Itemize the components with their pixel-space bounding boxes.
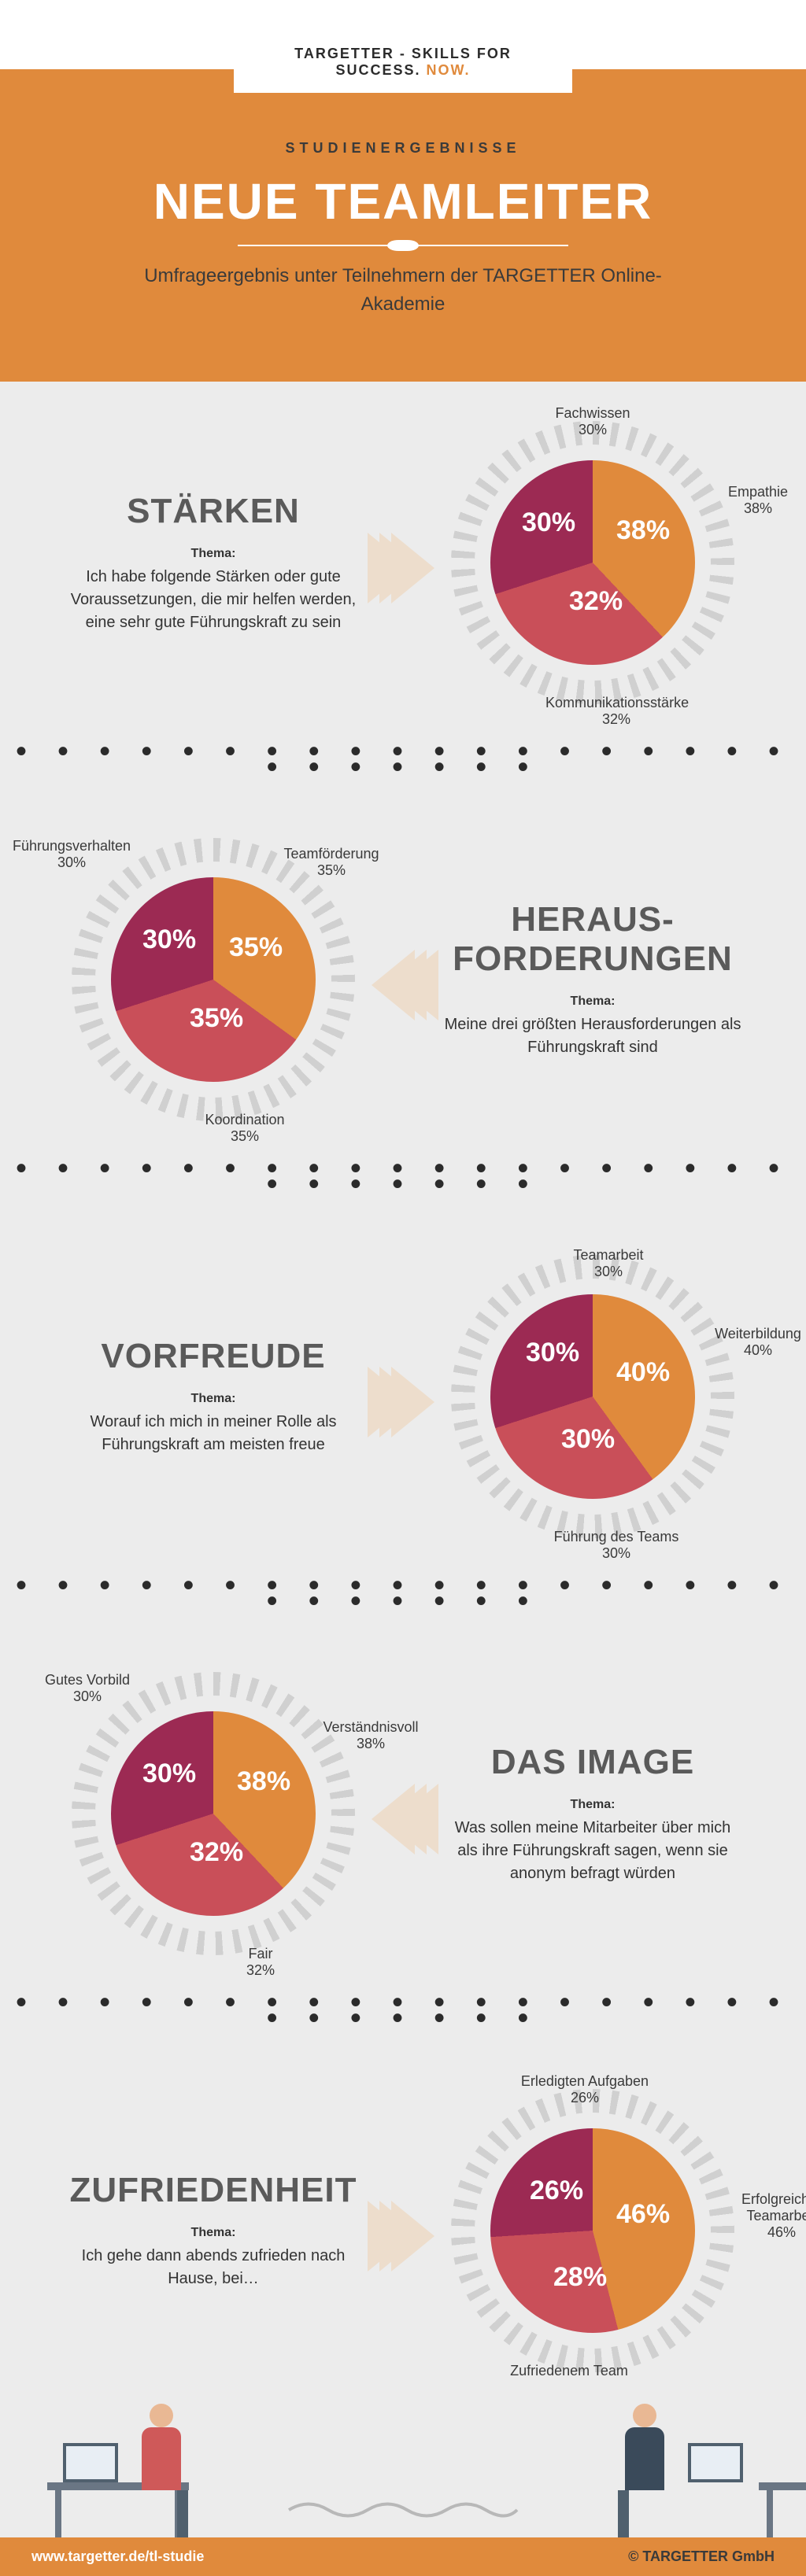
slice-label: Erfolgreicher Teamarbeit46% bbox=[711, 2191, 806, 2241]
slice-label: Teamarbeit30% bbox=[538, 1247, 679, 1280]
slice-label: Weiterbildung40% bbox=[687, 1326, 806, 1359]
dots-separator: • • • • • • • • • • • • • • • • • • • • … bbox=[0, 1987, 806, 2050]
pie-slices bbox=[490, 460, 695, 665]
section-text: STÄRKEN Thema: Ich habe folgende Stärken o… bbox=[31, 492, 395, 634]
hero-title: NEUE TEAMLEITER bbox=[31, 172, 775, 231]
slice-pct: 28% bbox=[553, 2262, 607, 2293]
section-title: VORFREUDE bbox=[31, 1337, 395, 1376]
hero-overline: STUDIENERGEBNISSE bbox=[31, 140, 775, 157]
slice-pct: 40% bbox=[616, 1357, 670, 1388]
section-s2: Teamförderung35% 35% Koordination35% 35% Füh… bbox=[0, 799, 806, 1153]
slice-label: Empathie38% bbox=[687, 484, 806, 517]
section-title: ZUFRIEDENHEIT bbox=[31, 2171, 395, 2210]
slice-pct: 30% bbox=[522, 507, 575, 538]
squiggle-icon bbox=[285, 2498, 521, 2522]
slice-pct: 35% bbox=[190, 1003, 243, 1034]
chevron-decoration bbox=[387, 1784, 423, 1858]
section-text: DAS IMAGE Thema: Was sollen meine Mitarbei… bbox=[411, 1743, 775, 1885]
hero-subtitle: Umfrageergebnis unter Teilnehmern der TA… bbox=[128, 262, 678, 319]
thema-text: Ich habe folgende Stärken oder gute Vora… bbox=[64, 566, 363, 634]
section-title: DAS IMAGE bbox=[411, 1743, 775, 1782]
section-s1: STÄRKEN Thema: Ich habe folgende Stärken o… bbox=[0, 382, 806, 736]
pie-slices bbox=[490, 2128, 695, 2333]
slice-pct: 30% bbox=[142, 1759, 196, 1789]
brand-tagline-now: NOW. bbox=[427, 62, 471, 78]
footer-copyright: © TARGETTER GmbH bbox=[628, 2548, 775, 2565]
dots-separator: • • • • • • • • • • • • • • • • • • • • … bbox=[0, 1153, 806, 1216]
slice-label: Fair32% bbox=[190, 1946, 331, 1979]
slice-label: Führung des Teams30% bbox=[545, 1529, 687, 1562]
dots-separator: • • • • • • • • • • • • • • • • • • • • … bbox=[0, 736, 806, 799]
brand-banner: TARGETTER - SKILLS FOR SUCCESS. NOW. bbox=[234, 31, 572, 93]
slice-label: Gutes Vorbild30% bbox=[17, 1672, 158, 1705]
thema-label: Thema: bbox=[31, 1392, 395, 1406]
pie-chart: Empathie38%38%Kommunikationsstärke32%32%… bbox=[411, 421, 775, 704]
thema-label: Thema: bbox=[411, 1798, 775, 1812]
slice-label: Erledigten Aufgaben26% bbox=[514, 2073, 656, 2106]
section-s3: VORFREUDE Thema: Worauf ich mich in meiner… bbox=[0, 1216, 806, 1570]
slice-pct: 35% bbox=[229, 932, 283, 963]
section-title: HERAUS-FORDERUNGEN bbox=[411, 900, 775, 979]
footer-illustration bbox=[0, 2380, 806, 2537]
slice-label: Koordination35% bbox=[174, 1112, 316, 1145]
pie-slices bbox=[490, 1294, 695, 1499]
section-s4: Verständnisvoll38%38%Fair32%32%Gutes Vor… bbox=[0, 1633, 806, 1987]
pie-slices bbox=[111, 877, 316, 1082]
thema-text: Ich gehe dann abends zufrieden nach Haus… bbox=[64, 2245, 363, 2290]
footer-url: www.targetter.de/tl-studie bbox=[31, 2548, 204, 2565]
slice-pct: 38% bbox=[616, 515, 670, 546]
section-s5: ZUFRIEDENHEIT Thema: Ich gehe dann abends … bbox=[0, 2050, 806, 2380]
pie-slices bbox=[111, 1711, 316, 1916]
thema-text: Meine drei größten Herausforderungen als… bbox=[443, 1013, 742, 1059]
dots-separator: • • • • • • • • • • • • • • • • • • • • … bbox=[0, 1570, 806, 1633]
slice-pct: 32% bbox=[190, 1837, 243, 1868]
pie-chart: Weiterbildung40%40%Führung des Teams30%3… bbox=[411, 1255, 775, 1538]
section-text: ZUFRIEDENHEIT Thema: Ich gehe dann abends … bbox=[31, 2171, 395, 2290]
section-text: VORFREUDE Thema: Worauf ich mich in meiner… bbox=[31, 1337, 395, 1456]
section-text: HERAUS-FORDERUNGEN Thema: Meine drei größt… bbox=[411, 900, 775, 1059]
brand-name: TARGETTER bbox=[294, 46, 394, 61]
hero: STUDIENERGEBNISSE NEUE TEAMLEITER Umfrag… bbox=[0, 69, 806, 382]
pie-chart: Erfolgreicher Teamarbeit46%46%Zufriedene… bbox=[411, 2089, 775, 2372]
slice-pct: 46% bbox=[616, 2199, 670, 2230]
pie-chart: Teamförderung35%35%Koordination35%35%Füh… bbox=[31, 838, 395, 1121]
slice-pct: 26% bbox=[530, 2176, 583, 2206]
slice-label: Fachwissen30% bbox=[522, 405, 664, 438]
brand-line: TARGETTER - SKILLS FOR SUCCESS. NOW. bbox=[294, 46, 512, 78]
slice-pct: 30% bbox=[526, 1338, 579, 1368]
thema-label: Thema: bbox=[31, 2226, 395, 2240]
pie-chart: Verständnisvoll38%38%Fair32%32%Gutes Vor… bbox=[31, 1672, 395, 1955]
thema-label: Thema: bbox=[31, 547, 395, 561]
thema-text: Worauf ich mich in meiner Rolle als Führ… bbox=[64, 1411, 363, 1456]
thema-label: Thema: bbox=[411, 995, 775, 1009]
slice-pct: 38% bbox=[237, 1766, 290, 1797]
slice-pct: 30% bbox=[142, 924, 196, 955]
slice-label: Führungsverhalten30% bbox=[1, 838, 142, 871]
slice-label: Teamförderung35% bbox=[261, 846, 402, 879]
thema-text: Was sollen meine Mitarbeiter über mich a… bbox=[443, 1817, 742, 1885]
slice-label: Kommunikationsstärke32% bbox=[545, 695, 687, 728]
slice-pct: 30% bbox=[561, 1424, 615, 1455]
footer-bar: www.targetter.de/tl-studie © TARGETTER G… bbox=[0, 2537, 806, 2576]
hero-divider bbox=[238, 245, 568, 246]
chevron-decoration bbox=[387, 950, 423, 1024]
slice-pct: 32% bbox=[569, 586, 623, 617]
section-title: STÄRKEN bbox=[31, 492, 395, 531]
